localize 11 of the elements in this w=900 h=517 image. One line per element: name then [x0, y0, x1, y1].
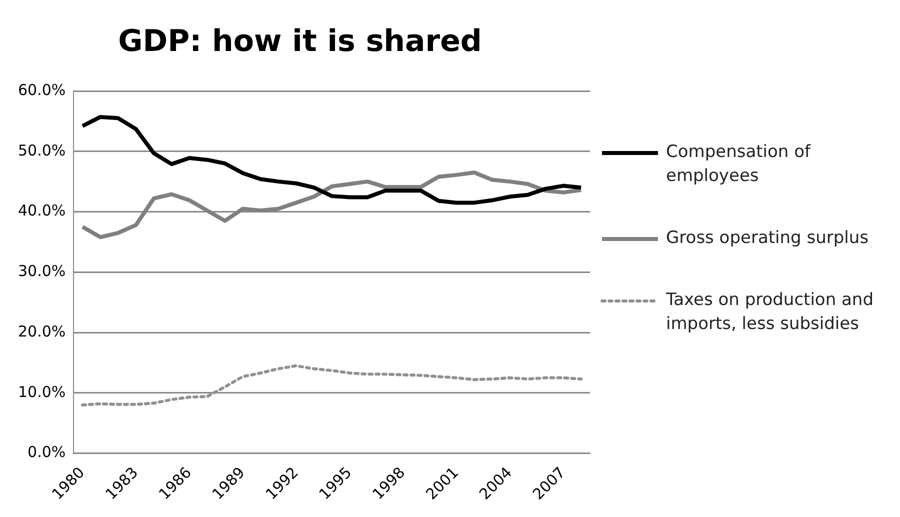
y-tick-label: 20.0%: [18, 322, 66, 340]
legend-label: Taxes on production and imports, less subsidies: [666, 289, 874, 336]
chart-title: GDP: how it is shared: [118, 24, 482, 59]
y-tick-label: 60.0%: [18, 80, 66, 99]
y-tick-label: 40.0%: [18, 202, 66, 220]
legend-label: Compensation of employees: [666, 141, 812, 188]
y-tick-label: 50.0%: [18, 141, 66, 160]
y-tick-label: 10.0%: [18, 382, 66, 401]
y-tick-label: 0.0%: [28, 443, 66, 462]
y-tick-label: 30.0%: [18, 262, 66, 280]
legend-label: Gross operating surplus: [666, 227, 868, 250]
